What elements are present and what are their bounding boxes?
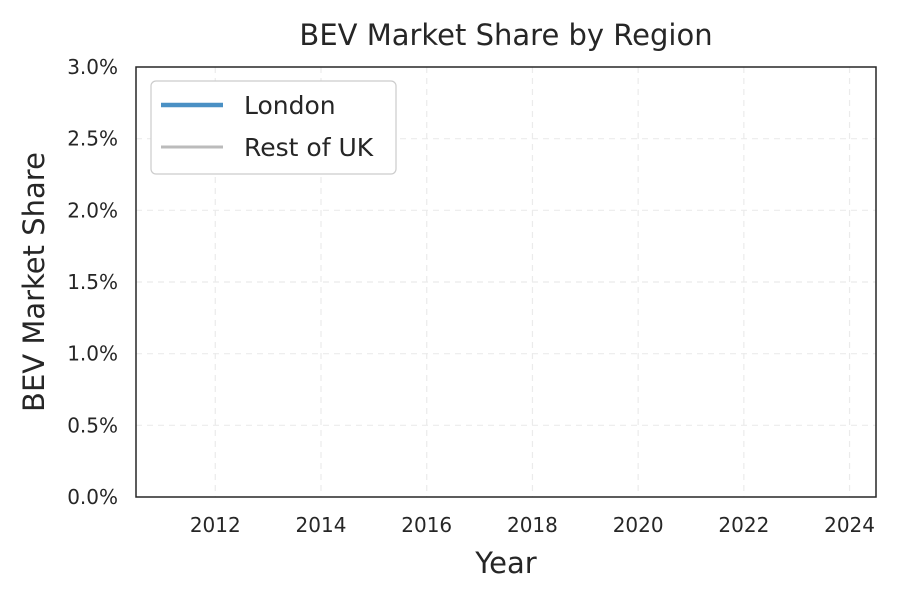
legend-label-london: London [244, 91, 336, 120]
y-tick-label: 0.0% [67, 485, 118, 509]
y-tick-label: 1.0% [67, 342, 118, 366]
x-axis-ticks: 2012 2014 2016 2018 2020 2022 2024 [190, 513, 875, 537]
y-tick-label: 1.5% [67, 270, 118, 294]
x-tick-label: 2024 [824, 513, 875, 537]
y-tick-label: 0.5% [67, 413, 118, 437]
y-axis-ticks: 0.0% 0.5% 1.0% 1.5% 2.0% 2.5% 3.0% [67, 55, 118, 509]
y-tick-label: 2.0% [67, 198, 118, 222]
x-tick-label: 2014 [296, 513, 347, 537]
x-tick-label: 2016 [401, 513, 452, 537]
y-axis-label: BEV Market Share [17, 152, 51, 412]
gridlines [136, 67, 876, 497]
x-tick-label: 2012 [190, 513, 241, 537]
y-tick-label: 3.0% [67, 55, 118, 79]
x-tick-label: 2020 [613, 513, 664, 537]
legend: London Rest of UK [150, 80, 397, 175]
x-tick-label: 2022 [718, 513, 769, 537]
plot-frame [135, 66, 877, 498]
legend-label-rest-of-uk: Rest of UK [244, 133, 374, 162]
chart-title: BEV Market Share by Region [299, 18, 712, 52]
x-tick-label: 2018 [507, 513, 558, 537]
y-tick-label: 2.5% [67, 127, 118, 151]
x-axis-label: Year [474, 546, 536, 580]
